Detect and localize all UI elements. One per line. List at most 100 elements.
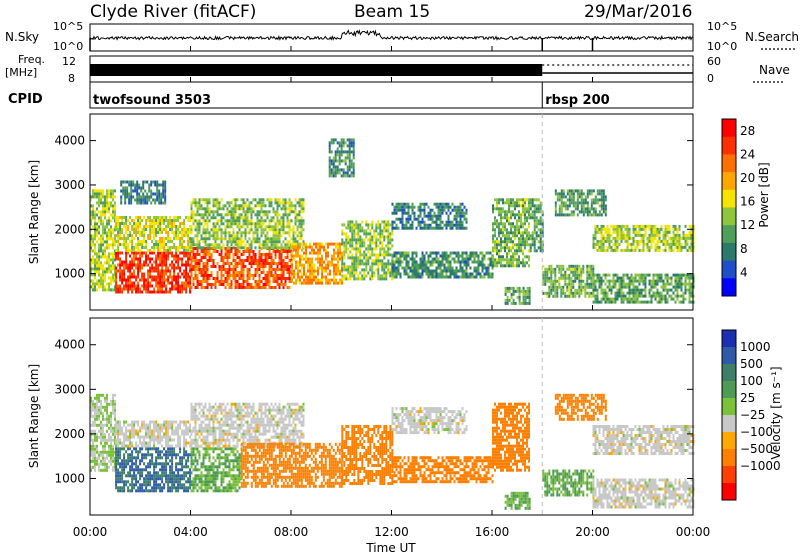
scatter-cell [656, 242, 659, 246]
scatter-cell [236, 204, 239, 208]
scatter-cell [413, 269, 416, 273]
scatter-cell [606, 279, 609, 283]
scatter-cell [455, 217, 458, 221]
scatter-cell [630, 248, 633, 252]
scatter-cell [266, 234, 269, 238]
scatter-cell [214, 280, 217, 283]
scatter-cell [325, 278, 327, 282]
scatter-cell [680, 245, 683, 249]
scatter-cell [449, 205, 452, 209]
scatter-cell [190, 265, 193, 268]
scatter-cell [276, 262, 279, 265]
scatter-cell [96, 288, 98, 292]
scatter-cell [504, 292, 507, 296]
scatter-cell [415, 260, 418, 264]
scatter-cell [189, 281, 192, 285]
scatter-cell [584, 288, 587, 292]
scatter-cell [333, 248, 335, 252]
scatter-cell [286, 216, 289, 220]
scatter-cell [242, 222, 245, 226]
scatter-cell [580, 198, 583, 202]
scatter-cell [328, 162, 331, 166]
scatter-cell [238, 207, 241, 211]
scatter-cell [147, 281, 150, 285]
scatter-cell [506, 231, 508, 235]
scatter-cell [226, 243, 229, 247]
scatter-cell [333, 254, 335, 258]
scatter-cell [155, 228, 158, 231]
scatter-cell [317, 266, 319, 270]
scatter-cell [429, 251, 432, 255]
scatter-cell [457, 220, 460, 224]
scatter-cell [299, 254, 301, 258]
scatter-cell [383, 274, 386, 278]
scatter-cell [528, 204, 530, 208]
scatter-cell [522, 264, 524, 268]
scatter-cell [100, 243, 102, 247]
scatter-cell [131, 234, 134, 237]
scatter-cell [307, 260, 309, 264]
scatter-cell [125, 228, 128, 231]
scatter-cell [514, 207, 516, 211]
scatter-cell [236, 271, 239, 274]
scatter-cell [622, 297, 625, 301]
scatter-cell [546, 273, 549, 277]
scatter-cell [307, 275, 309, 279]
scatter-cell [473, 251, 476, 255]
scatter-cell [240, 277, 243, 280]
scatter-cell [121, 216, 124, 219]
scatter-cell [533, 216, 536, 220]
scatter-cell [359, 226, 362, 230]
scatter-cell [114, 267, 116, 271]
scatter-cell [179, 290, 182, 294]
scatter-cell [522, 258, 524, 262]
scatter-cell [566, 273, 569, 277]
scatter-cell [169, 269, 172, 273]
scatter-cell [262, 262, 265, 265]
scatter-cell [357, 223, 360, 227]
scatter-cell [520, 216, 522, 220]
scatter-cell [363, 253, 366, 257]
scatter-cell [602, 239, 605, 243]
scatter-cell [143, 216, 146, 219]
scatter-cell [508, 234, 510, 238]
scatter-cell [441, 257, 444, 261]
nsky-line [89, 29, 694, 41]
scatter-cell [293, 275, 295, 279]
scatter-cell [288, 268, 291, 271]
scatter-cell [153, 234, 156, 237]
scatter-cell [415, 251, 418, 255]
scatter-cell [415, 275, 418, 279]
scatter-cell [463, 217, 466, 221]
scatter-cell [108, 210, 110, 214]
scatter-cell [311, 275, 313, 279]
scatter-cell [481, 257, 484, 261]
scatter-cell [268, 246, 271, 250]
scatter-cell [580, 207, 583, 211]
scatter-cell [114, 216, 116, 220]
scatter-cell [427, 226, 430, 230]
scatter-cell [558, 267, 561, 271]
scatter-cell [155, 240, 158, 243]
scatter-cell [397, 205, 400, 209]
scatter-cell [155, 234, 158, 237]
scatter-cell [672, 248, 675, 252]
scatter-cell [393, 275, 396, 279]
scatter-cell [533, 213, 536, 217]
scatter-cell [441, 269, 444, 273]
scatter-cell [234, 207, 237, 211]
scatter-cell [112, 189, 114, 193]
scatter-cell [112, 261, 114, 265]
scatter-cell [592, 288, 595, 292]
scatter-cell [602, 297, 605, 301]
scatter-cell [598, 239, 601, 243]
scatter-cell [535, 210, 538, 214]
scatter-cell [620, 279, 623, 283]
scatter-cell [531, 213, 534, 217]
scatter-cell [276, 228, 279, 232]
scatter-cell [345, 250, 348, 254]
scatter-cell [292, 240, 295, 244]
scatter-cell [399, 202, 402, 206]
scatter-cell [498, 249, 500, 253]
scatter-cell [377, 238, 380, 242]
